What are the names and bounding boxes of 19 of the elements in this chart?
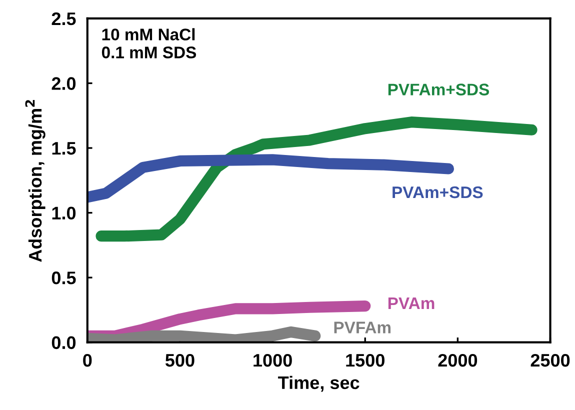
x-tick-label: 2500 bbox=[530, 354, 570, 367]
x-axis-title: Time, sec bbox=[278, 376, 360, 392]
y-axis-title: Adsorption, mg/m$^{2}$ bbox=[25, 100, 46, 262]
y-tick-label: 1.0 bbox=[52, 206, 76, 220]
y-tick-label: 2.5 bbox=[52, 12, 76, 26]
y-tick-label: 0.5 bbox=[52, 272, 76, 284]
y-tick-label: 0.0 bbox=[52, 336, 76, 350]
x-tick-label: 500 bbox=[165, 354, 194, 367]
x-tick-label: 1500 bbox=[346, 354, 384, 367]
x-tick-label: 2000 bbox=[438, 354, 478, 367]
x-tick-label: 0 bbox=[83, 354, 92, 367]
series-label: PVAm bbox=[388, 298, 434, 309]
x-tick-label: 1000 bbox=[254, 354, 292, 367]
series-label: PVFAm+SDS bbox=[388, 84, 490, 96]
annotation: 10 mM NaCl 0.1 mM SDS bbox=[102, 28, 196, 58]
y-tick-label: 2.0 bbox=[52, 77, 76, 90]
series-label: PVAm+SDS bbox=[392, 186, 483, 198]
series-label: PVFAm bbox=[334, 322, 391, 334]
y-tick-label: 1.5 bbox=[52, 142, 76, 155]
